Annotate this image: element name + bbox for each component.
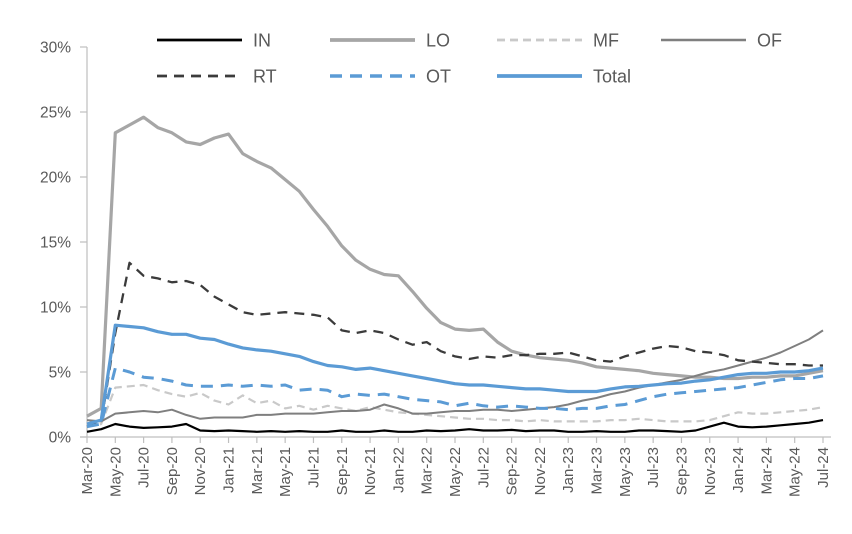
legend-label-IN: IN (253, 31, 271, 51)
x-tick-label: May-24 (787, 447, 804, 497)
series-line-Total (86, 323, 824, 426)
legend: IN LO MF OF RT OT Total (157, 31, 782, 87)
y-tick-label: 0% (49, 430, 72, 447)
x-tick-label: Mar-21 (249, 447, 266, 495)
x-tick-label: Mar-20 (79, 447, 96, 495)
legend-label-MF: MF (593, 31, 619, 51)
x-tick-label: Jul-22 (475, 447, 492, 488)
x-tick-label: Jan-22 (390, 447, 407, 493)
x-tick-label: Nov-21 (362, 447, 379, 495)
x-tick-label: Jul-23 (645, 447, 662, 488)
x-axis-labels: Mar-20 May-20 Jul-20 Sep-20 Nov-20 Jan-21 Mar-… (79, 447, 832, 497)
x-tick-label: Sep-20 (164, 447, 181, 495)
y-tick-label: 10% (40, 300, 71, 317)
series-line-IN (86, 419, 824, 433)
x-tick-label: Nov-22 (532, 447, 549, 495)
x-tick-label: Jan-24 (730, 447, 747, 493)
legend-label-RT: RT (253, 67, 277, 87)
legend-label-Total: Total (593, 67, 631, 87)
legend-item-OT: OT (330, 67, 451, 87)
y-tick-label: 20% (40, 170, 71, 187)
x-tick-label: May-21 (277, 447, 294, 497)
x-tick-label: Jul-20 (136, 447, 153, 488)
x-tick-label: Mar-22 (419, 447, 436, 495)
legend-item-MF: MF (497, 31, 619, 51)
series-line-MF (86, 383, 824, 428)
x-tick-label: Sep-21 (334, 447, 351, 495)
x-tick-label: Jul-21 (305, 447, 322, 488)
series-lines (86, 115, 824, 433)
legend-label-OF: OF (757, 31, 782, 51)
x-tick-label: Jul-24 (815, 447, 832, 488)
legend-item-IN: IN (157, 31, 271, 51)
y-tick-label: 25% (40, 105, 71, 122)
series-line-OT (86, 366, 824, 429)
legend-label-LO: LO (426, 31, 450, 51)
x-tick-label: Mar-23 (589, 447, 606, 495)
series-line-RT (86, 261, 823, 428)
legend-item-OF: OF (661, 31, 782, 51)
x-axis-ticks (86, 437, 824, 443)
x-tick-label: Sep-23 (673, 447, 690, 495)
y-tick-label: 15% (40, 235, 71, 252)
x-tick-label: May-20 (107, 447, 124, 497)
x-tick-label: Jan-23 (560, 447, 577, 493)
legend-item-LO: LO (330, 31, 450, 51)
y-tick-label: 5% (49, 365, 72, 382)
x-tick-label: May-22 (447, 447, 464, 497)
x-tick-label: Nov-23 (702, 447, 719, 495)
series-line-LO (86, 115, 824, 418)
x-tick-label: Mar-24 (758, 447, 775, 495)
legend-item-RT: RT (157, 67, 277, 87)
x-tick-label: Nov-20 (192, 447, 209, 495)
legend-item-Total: Total (497, 67, 631, 87)
legend-label-OT: OT (426, 67, 451, 87)
y-tick-label: 30% (40, 40, 71, 57)
y-axis-labels: 0% 5% 10% 15% 20% 25% 30% (40, 40, 71, 447)
series-line-OF (86, 329, 824, 423)
x-tick-label: Jan-21 (221, 447, 238, 493)
x-tick-label: Sep-22 (504, 447, 521, 495)
x-tick-label: May-23 (617, 447, 634, 497)
y-axis-ticks (80, 46, 87, 438)
